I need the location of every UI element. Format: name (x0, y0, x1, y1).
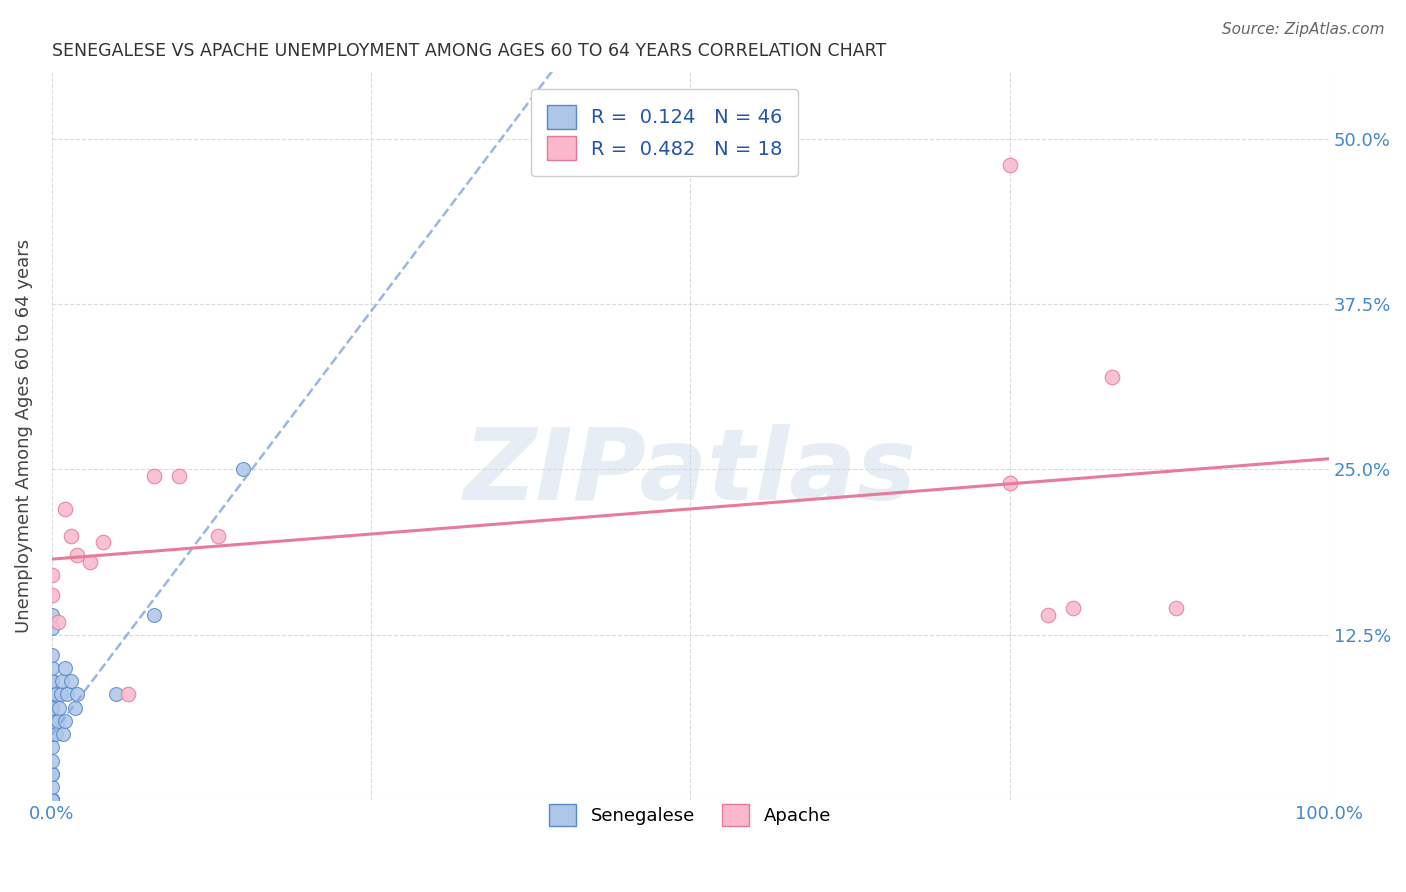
Point (45, 727, 67, 741)
Point (41, 714, 63, 728)
Point (41, 793, 63, 807)
Point (66, 549, 89, 563)
Point (41, 793, 63, 807)
Point (41, 727, 63, 741)
Point (41, 568, 63, 582)
Point (41, 661, 63, 675)
Point (45, 687, 67, 701)
Point (142, 607, 165, 622)
Point (52, 727, 75, 741)
Point (59, 528, 82, 542)
Text: SENEGALESE VS APACHE UNEMPLOYMENT AMONG AGES 60 TO 64 YEARS CORRELATION CHART: SENEGALESE VS APACHE UNEMPLOYMENT AMONG … (52, 42, 886, 60)
Point (41, 793, 63, 807)
Point (41, 648, 63, 662)
Point (998, 158, 1021, 172)
Point (41, 793, 63, 807)
Point (41, 621, 63, 635)
Point (41, 793, 63, 807)
Point (169, 469, 191, 483)
Point (41, 607, 63, 622)
Point (41, 714, 63, 728)
Text: Source: ZipAtlas.com: Source: ZipAtlas.com (1222, 22, 1385, 37)
Point (41, 674, 63, 689)
Point (51, 674, 73, 689)
Point (48, 700, 70, 714)
Point (1164, 601, 1187, 615)
Point (46, 615, 69, 629)
Point (41, 700, 63, 714)
Point (91, 535, 114, 549)
Point (1101, 369, 1123, 384)
Point (41, 700, 63, 714)
Point (41, 766, 63, 780)
Point (232, 462, 254, 476)
Legend: Senegalese, Apache: Senegalese, Apache (540, 795, 841, 835)
Point (117, 687, 139, 701)
Point (41, 754, 63, 768)
Point (41, 687, 63, 701)
Point (53, 714, 76, 728)
Point (63, 700, 86, 714)
Point (41, 674, 63, 689)
Point (41, 793, 63, 807)
Point (53, 661, 76, 675)
Point (142, 469, 165, 483)
Point (998, 475, 1021, 490)
Point (53, 502, 76, 516)
Point (41, 793, 63, 807)
Point (41, 740, 63, 755)
Point (41, 727, 63, 741)
Point (49, 687, 72, 701)
Point (41, 588, 63, 602)
Text: ZIPatlas: ZIPatlas (464, 425, 917, 521)
Point (41, 766, 63, 780)
Point (59, 674, 82, 689)
Point (207, 528, 229, 542)
Point (41, 793, 63, 807)
Point (79, 555, 101, 569)
Point (104, 687, 127, 701)
Point (41, 793, 63, 807)
Y-axis label: Unemployment Among Ages 60 to 64 years: Unemployment Among Ages 60 to 64 years (15, 239, 32, 633)
Point (46, 714, 69, 728)
Point (1062, 601, 1084, 615)
Point (1036, 607, 1059, 622)
Point (41, 780, 63, 794)
Point (66, 687, 89, 701)
Point (41, 700, 63, 714)
Point (41, 793, 63, 807)
Point (41, 687, 63, 701)
Point (56, 687, 79, 701)
